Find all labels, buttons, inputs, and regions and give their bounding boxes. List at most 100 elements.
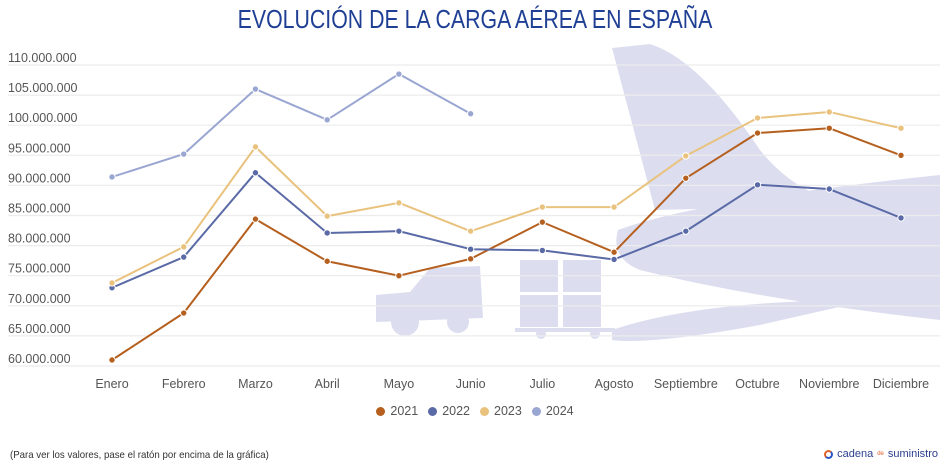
legend-label: 2023 — [494, 404, 522, 418]
series-2023[interactable] — [108, 108, 905, 287]
legend: 2021 2022 2023 2024 — [0, 404, 950, 418]
data-point-2021-noviembre[interactable] — [825, 124, 833, 132]
y-tick-label: 95.000.000 — [8, 141, 71, 155]
data-point-2021-octubre[interactable] — [753, 129, 762, 137]
data-point-2023-febrero[interactable] — [180, 243, 188, 251]
cadena-logo-icon — [824, 449, 834, 459]
data-point-2022-diciembre[interactable] — [897, 214, 905, 222]
data-point-2024-febrero[interactable] — [180, 150, 188, 158]
x-tick-label: Mayo — [384, 377, 415, 391]
airplane-tail-icon — [612, 44, 860, 210]
data-point-2023-octubre[interactable] — [753, 114, 762, 122]
y-tick-label: 110.000.000 — [8, 51, 77, 65]
legend-item-2023[interactable]: 2023 — [480, 404, 522, 418]
series-line-2024[interactable] — [111, 73, 472, 178]
data-point-2022-febrero[interactable] — [180, 253, 188, 261]
y-tick-label: 90.000.000 — [8, 171, 71, 185]
y-tick-label: 100.000.000 — [8, 111, 78, 125]
y-tick-label: 60.000.000 — [8, 352, 71, 366]
data-point-2022-septiembre[interactable] — [682, 227, 690, 235]
airplane-fuselage-icon — [616, 175, 940, 320]
y-tick-label: 70.000.000 — [8, 292, 71, 306]
series-line-2023[interactable] — [111, 110, 902, 284]
data-point-2021-abril[interactable] — [323, 257, 331, 265]
data-point-2023-marzo[interactable] — [251, 143, 260, 151]
series-line-2021[interactable] — [111, 127, 902, 361]
y-tick-label: 80.000.000 — [8, 232, 71, 246]
data-point-2024-mayo[interactable] — [395, 70, 403, 78]
data-point-2022-agosto[interactable] — [610, 255, 618, 264]
x-tick-label: Febrero — [162, 377, 206, 391]
legend-dot-icon — [480, 406, 489, 416]
legend-item-2022[interactable]: 2022 — [428, 404, 470, 418]
data-point-2021-diciembre[interactable] — [897, 151, 905, 160]
legend-dot-icon — [531, 406, 541, 416]
data-point-2022-junio[interactable] — [466, 245, 475, 253]
data-point-2023-noviembre[interactable] — [825, 108, 833, 116]
data-point-2021-agosto[interactable] — [610, 248, 618, 256]
series-lines[interactable] — [108, 70, 905, 364]
legend-dot-icon — [428, 406, 438, 416]
data-point-2022-octubre[interactable] — [753, 181, 762, 189]
data-point-2022-mayo[interactable] — [395, 227, 403, 235]
data-point-2022-noviembre[interactable] — [825, 185, 833, 193]
data-point-2021-septiembre[interactable] — [682, 174, 690, 182]
brand-text-small: de — [877, 451, 884, 457]
data-point-2021-julio[interactable] — [538, 218, 547, 226]
y-axis: 110.000.000 105.000.000 100.000.000 95.000.… — [8, 51, 78, 366]
legend-label: 2024 — [545, 404, 574, 418]
data-point-2023-septiembre[interactable] — [682, 152, 690, 160]
series-line-2022[interactable] — [111, 171, 902, 289]
grid-lines — [8, 64, 940, 367]
data-point-2023-junio[interactable] — [466, 227, 475, 235]
x-tick-label: Diciembre — [873, 377, 929, 391]
y-tick-label: 65.000.000 — [8, 322, 71, 336]
legend-dot-icon — [376, 406, 386, 416]
data-point-2023-agosto[interactable] — [610, 203, 618, 211]
data-point-2021-enero[interactable] — [108, 356, 116, 364]
brand-logo: cadena de suministro — [824, 448, 938, 460]
brand-text-2: suministro — [887, 448, 938, 460]
data-point-2023-enero[interactable] — [108, 279, 116, 287]
x-axis: Enero Febrero Marzo Abril Mayo Junio Julio Agos… — [95, 377, 929, 391]
x-tick-label: Septiembre — [654, 377, 718, 391]
background-illustration-icon — [376, 44, 940, 341]
x-tick-label: Abril — [315, 377, 340, 391]
data-point-2024-marzo[interactable] — [251, 85, 260, 93]
data-point-2023-julio[interactable] — [538, 203, 547, 211]
series-2021[interactable] — [108, 124, 905, 364]
data-point-2021-mayo[interactable] — [395, 272, 403, 280]
series-2024[interactable] — [108, 70, 475, 181]
airplane-belly-icon — [612, 300, 870, 341]
y-tick-label: 85.000.000 — [8, 202, 71, 216]
data-point-2023-abril[interactable] — [323, 212, 331, 220]
data-point-2024-enero[interactable] — [108, 173, 116, 181]
data-point-2022-marzo[interactable] — [251, 169, 260, 177]
x-tick-label: Junio — [456, 377, 486, 391]
x-tick-label: Enero — [95, 377, 128, 391]
chart-title: EVOLUCIÓN DE LA CARGA AÉREA EN ESPAÑA — [237, 4, 713, 34]
data-point-2023-mayo[interactable] — [395, 199, 403, 207]
series-2022[interactable] — [108, 169, 905, 292]
data-point-2021-marzo[interactable] — [251, 215, 260, 223]
data-point-2024-junio[interactable] — [466, 110, 475, 118]
data-point-2023-diciembre[interactable] — [897, 124, 905, 132]
legend-label: 2021 — [390, 404, 419, 418]
legend-item-2024[interactable]: 2024 — [531, 404, 574, 418]
legend-label: 2022 — [442, 404, 470, 418]
truck-icon — [376, 266, 483, 322]
y-tick-label: 105.000.000 — [8, 81, 78, 95]
y-tick-label: 75.000.000 — [8, 262, 71, 276]
brand-text-1: cadena — [837, 448, 874, 460]
x-tick-label: Marzo — [238, 377, 273, 391]
data-point-2024-abril[interactable] — [323, 116, 331, 124]
data-point-2022-julio[interactable] — [538, 246, 547, 255]
data-point-2021-febrero[interactable] — [180, 309, 188, 317]
x-tick-label: Julio — [530, 377, 556, 391]
x-tick-label: Agosto — [595, 377, 634, 391]
data-point-2022-abril[interactable] — [323, 229, 331, 237]
data-point-2021-junio[interactable] — [466, 255, 475, 263]
x-tick-label: Octubre — [735, 377, 780, 391]
legend-item-2021[interactable]: 2021 — [376, 404, 418, 418]
